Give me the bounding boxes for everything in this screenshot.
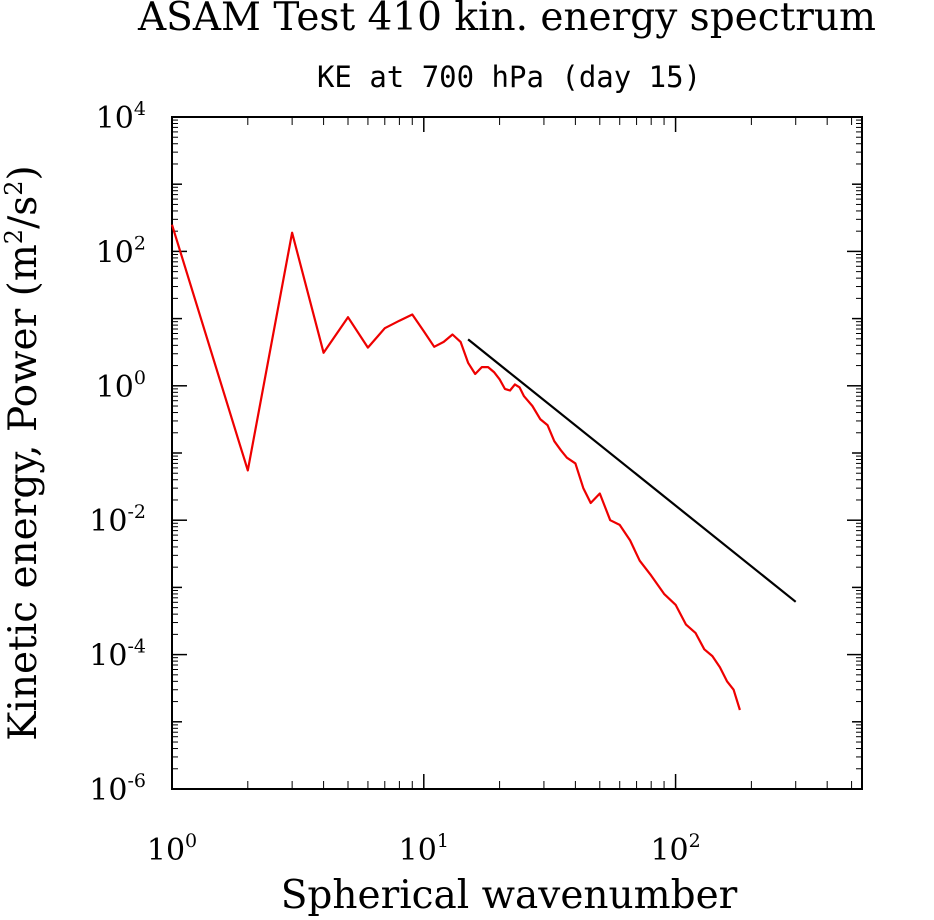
x-axis-label: Spherical wavenumber	[281, 873, 738, 918]
y-axis-label-main: Kinetic energy, Power (m	[1, 244, 46, 741]
y-tick-label: 10-4	[89, 636, 146, 674]
y-tick-label: 104	[96, 98, 146, 136]
y-tick-label: 10-2	[89, 501, 146, 539]
x-tick-label: 101	[399, 830, 449, 868]
plot-area	[171, 116, 863, 790]
y-tick-label: 100	[96, 367, 146, 405]
chart-title: ASAM Test 410 kin. energy spectrum	[137, 0, 876, 40]
y-tick-label: 10-6	[89, 770, 146, 808]
x-tick-label: 100	[147, 830, 197, 868]
y-axis-label: Kinetic energy, Power (m2/s2)	[0, 165, 46, 741]
y-tick-labels: 104 102 100 10-2 10-4 10-6	[89, 98, 146, 808]
y-tick-label: 102	[96, 232, 146, 270]
y-axis-label-end: )	[1, 165, 46, 180]
x-tick-label: 102	[650, 830, 700, 868]
chart-subtitle: KE at 700 hPa (day 15)	[317, 60, 701, 94]
plot-frame	[171, 116, 863, 790]
y-axis-label-mid: /s	[1, 196, 46, 229]
axis-ticks	[171, 116, 862, 790]
y-axis-label-sup2: 2	[0, 180, 28, 195]
data-series	[170, 224, 797, 711]
x-tick-labels: 100 101 102	[147, 830, 701, 868]
series-line-reference	[467, 338, 797, 603]
series-line-spectrum	[170, 224, 741, 711]
y-axis-label-sup1: 2	[0, 229, 28, 244]
